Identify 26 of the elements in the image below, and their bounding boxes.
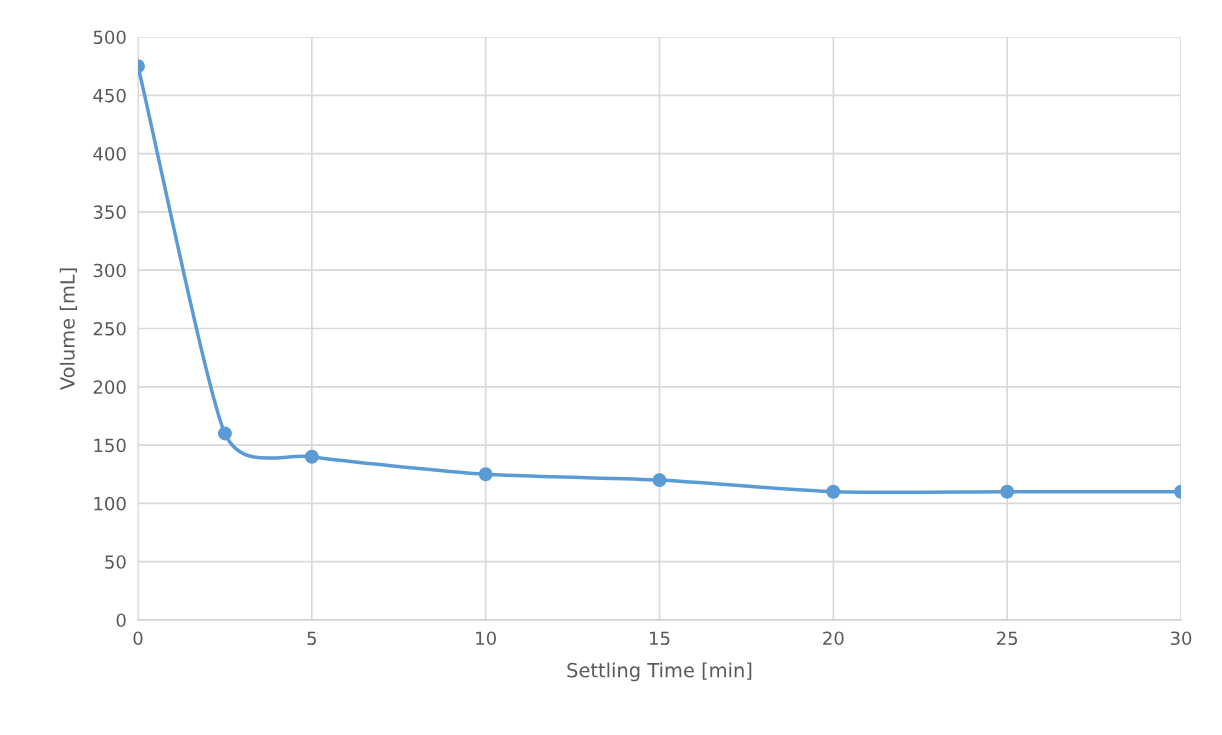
y-tick-label: 150 (94, 438, 126, 453)
x-tick-label: 25 (997, 631, 1018, 646)
point (1000, 484, 1015, 499)
x-tick-label: 30 (1170, 631, 1192, 646)
x-axis-title: Settling Time [min] (567, 662, 752, 682)
y-tick-label: 400 (93, 147, 126, 161)
y-tick-label: 500 (93, 30, 126, 45)
x-tick-label: 0 (133, 631, 143, 646)
y-axis-title: Volume [mL] (59, 268, 78, 391)
y-tick-label: 100 (94, 496, 126, 511)
y-tick-label: 450 (93, 88, 126, 103)
y-tick-label: 50 (105, 555, 126, 569)
point (652, 473, 667, 488)
y-tick-label: 0 (116, 613, 126, 628)
point (826, 484, 841, 499)
point (478, 467, 493, 482)
y-tick-label: 300 (93, 263, 126, 278)
x-tick-label: 15 (650, 631, 670, 646)
y-tick-label: 250 (93, 321, 126, 336)
point (304, 449, 319, 464)
x-tick-label: 20 (823, 631, 844, 646)
y-tick-label: 200 (93, 380, 126, 394)
x-tick-label: 10 (476, 631, 496, 646)
point (217, 426, 232, 441)
x-tick-label: 5 (307, 631, 316, 646)
y-tick-label: 350 (93, 205, 126, 220)
